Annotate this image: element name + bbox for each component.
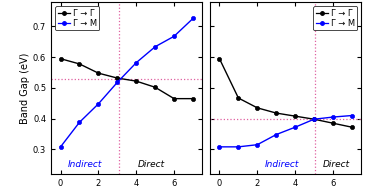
Y-axis label: Band Gap (eV): Band Gap (eV) <box>20 52 30 124</box>
Text: Direct: Direct <box>323 160 350 169</box>
Text: Indirect: Indirect <box>68 160 102 169</box>
Text: Indirect: Indirect <box>265 160 299 169</box>
Text: Direct: Direct <box>138 160 165 169</box>
Legend: Γ → Γ, Γ → M: Γ → Γ, Γ → M <box>55 6 99 30</box>
Legend: Γ → Γ, Γ → M: Γ → Γ, Γ → M <box>313 6 357 30</box>
